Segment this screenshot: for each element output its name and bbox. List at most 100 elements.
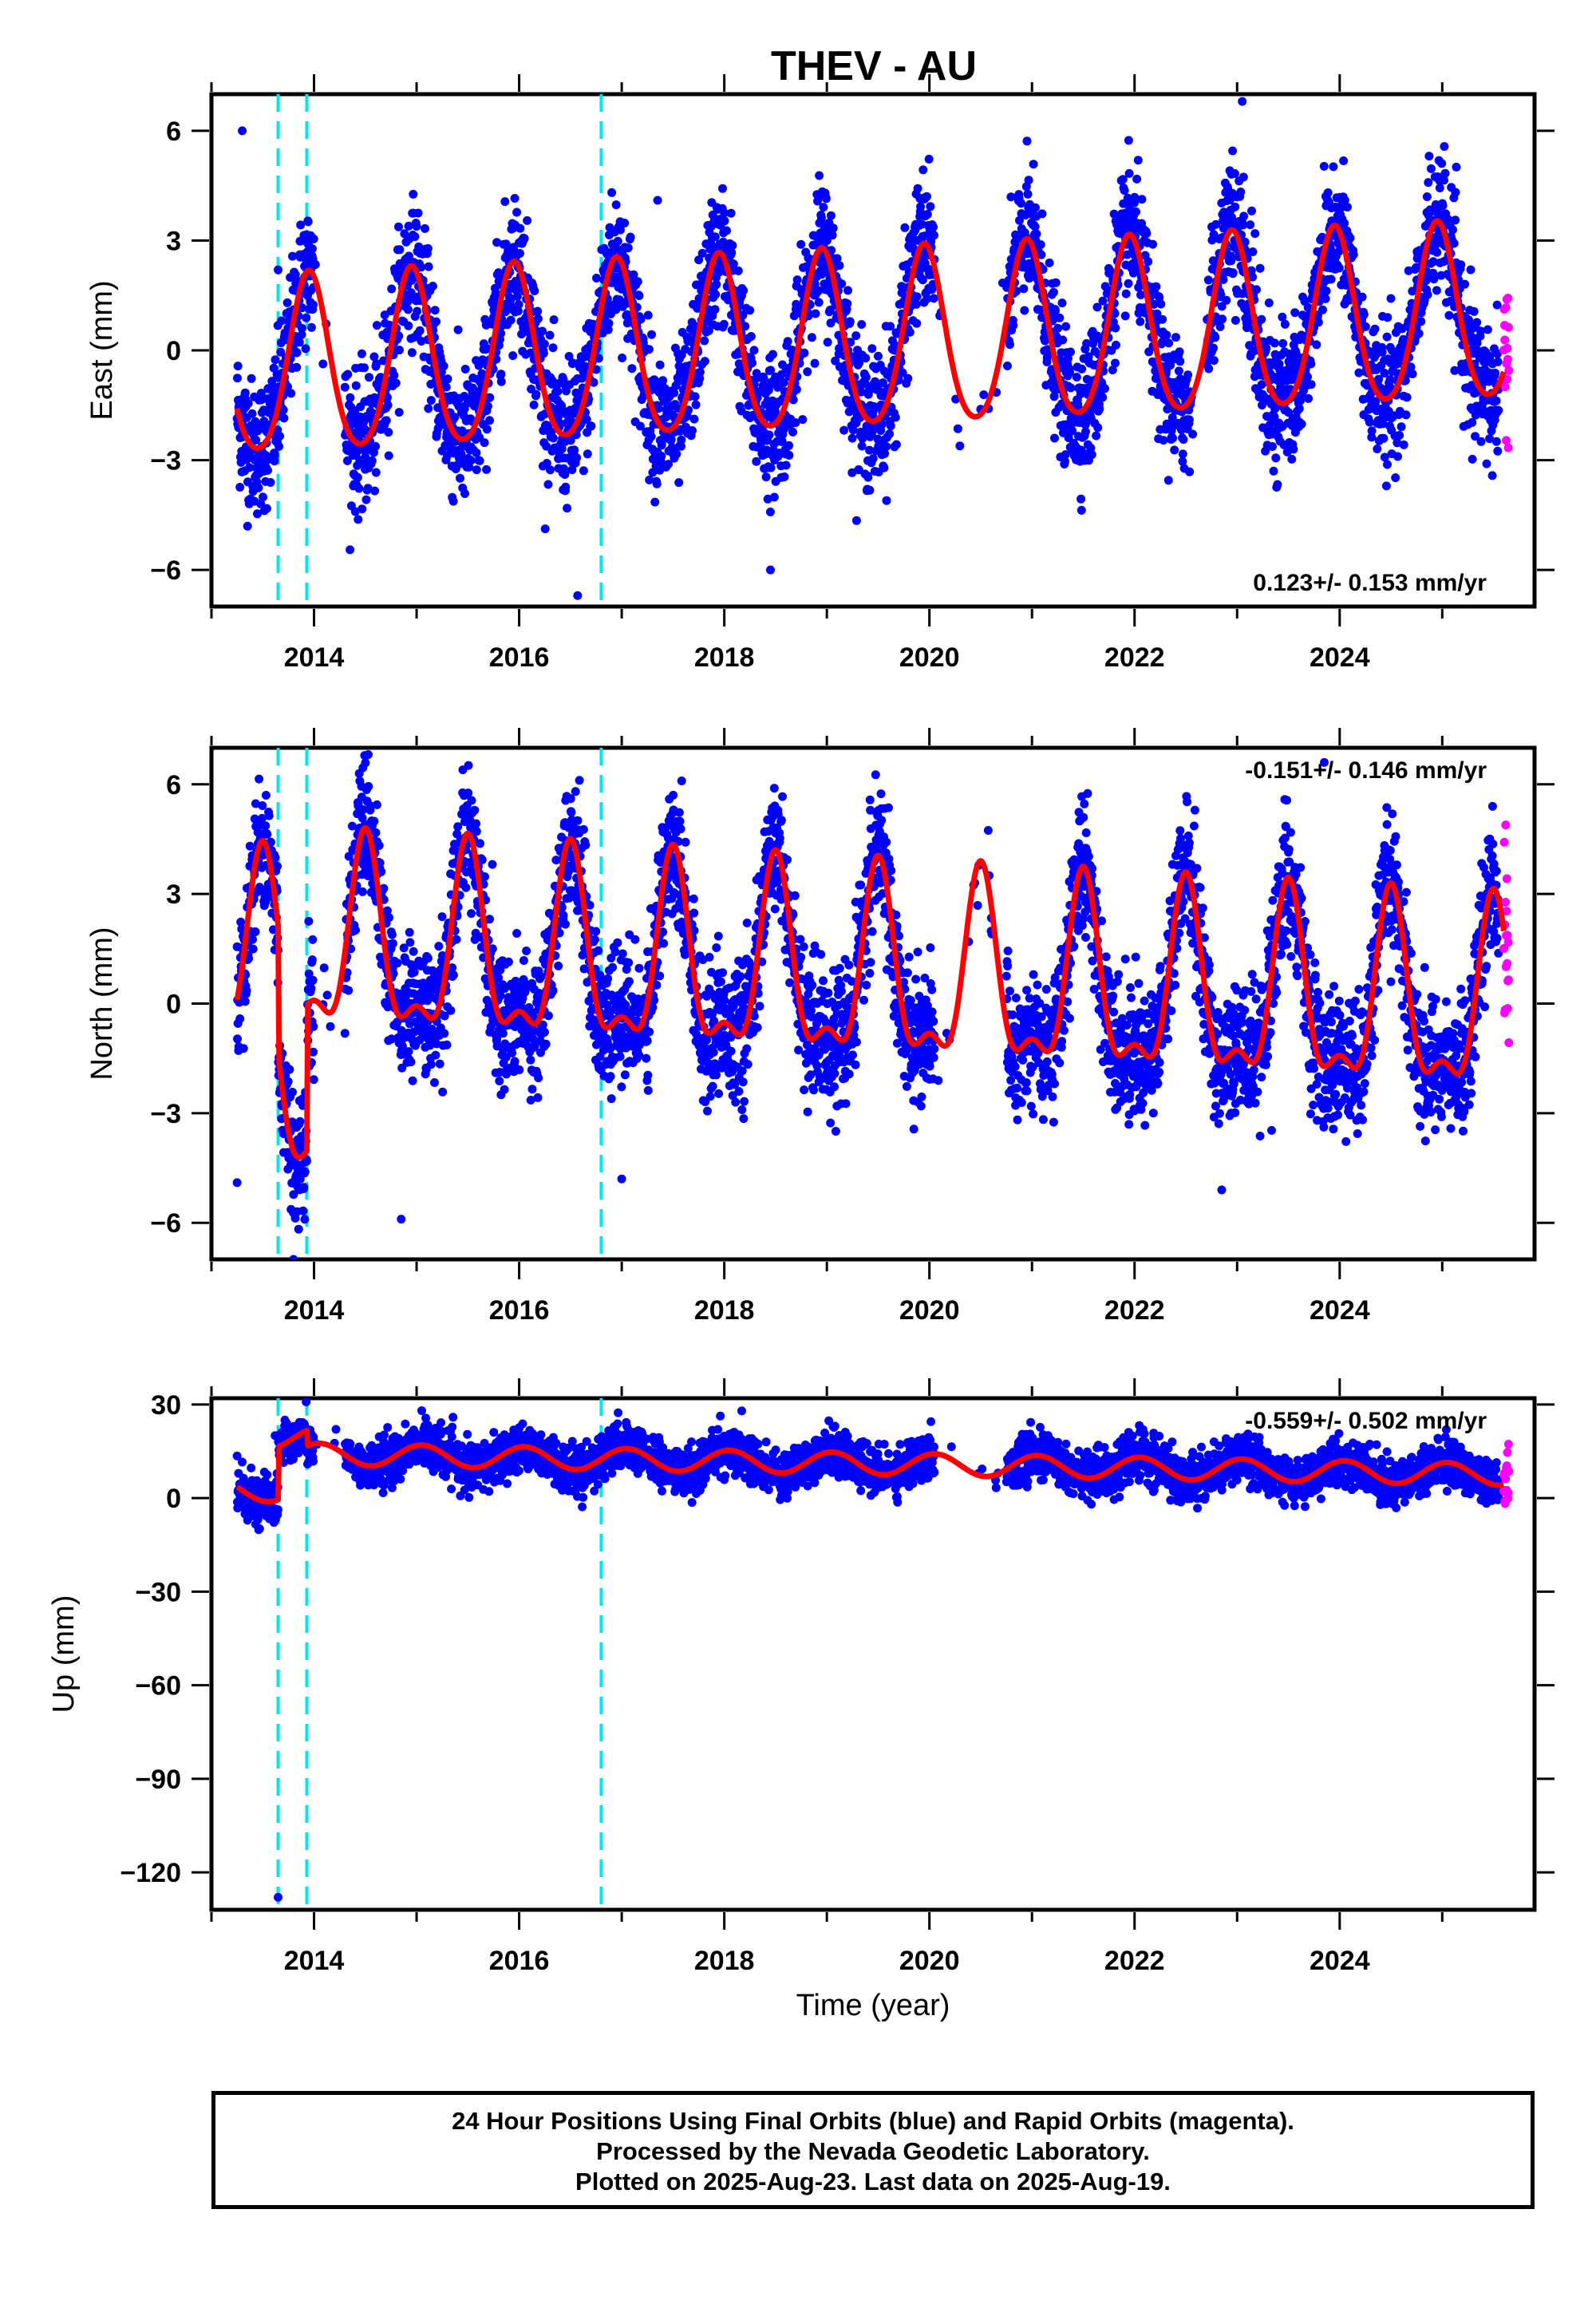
- rapid-point: [1503, 294, 1513, 302]
- data-point: [531, 389, 541, 399]
- data-point: [1051, 306, 1060, 315]
- data-point: [1323, 188, 1333, 197]
- data-point: [874, 351, 883, 361]
- y-axis-label: North (mm): [85, 927, 119, 1080]
- data-point: [635, 421, 645, 431]
- y-tick-label: −6: [150, 555, 181, 586]
- data-point: [762, 445, 772, 455]
- data-point: [769, 492, 779, 502]
- data-point: [749, 346, 759, 355]
- data-point: [1399, 440, 1408, 449]
- data-point: [309, 300, 318, 310]
- data-point: [446, 1006, 456, 1015]
- data-point: [464, 761, 473, 770]
- data-point: [761, 472, 771, 482]
- data-point: [1287, 454, 1297, 464]
- data-point: [424, 404, 433, 413]
- data-point: [1061, 456, 1069, 466]
- data-point: [877, 420, 887, 429]
- data-point: [247, 409, 257, 418]
- data-point: [900, 223, 910, 232]
- data-point: [261, 821, 271, 831]
- data-point: [253, 509, 262, 519]
- data-point: [394, 331, 404, 341]
- data-point: [421, 223, 429, 233]
- data-point: [485, 416, 494, 425]
- data-point: [267, 377, 277, 386]
- data-point: [1061, 450, 1070, 460]
- data-point: [1424, 178, 1433, 188]
- data-point: [296, 220, 306, 230]
- data-point: [426, 1060, 436, 1069]
- data-point: [666, 435, 676, 444]
- data-point: [729, 259, 738, 269]
- data-point: [1057, 356, 1066, 366]
- data-point: [879, 463, 889, 472]
- data-point: [1321, 294, 1330, 303]
- data-point: [739, 286, 749, 295]
- data-point: [483, 401, 492, 411]
- data-point: [298, 1206, 308, 1215]
- data-point: [564, 352, 574, 361]
- data-point: [1222, 295, 1231, 305]
- data-point: [1271, 453, 1281, 463]
- data-point: [413, 208, 423, 218]
- data-point: [485, 393, 495, 402]
- data-point: [318, 359, 328, 369]
- x-tick-label: 2024: [1310, 1295, 1370, 1326]
- data-point: [644, 345, 654, 354]
- data-point: [365, 720, 373, 729]
- rapid-point: [1502, 436, 1511, 445]
- data-point: [613, 236, 622, 246]
- data-point: [1395, 431, 1404, 440]
- data-point: [720, 208, 729, 218]
- data-point: [1438, 201, 1448, 211]
- data-point: [1015, 215, 1024, 225]
- data-point: [472, 448, 481, 457]
- data-point: [380, 310, 389, 320]
- data-point: [553, 386, 563, 396]
- data-point: [918, 165, 928, 175]
- data-point: [453, 325, 463, 334]
- data-point: [697, 248, 707, 258]
- data-point: [395, 346, 404, 355]
- data-point: [410, 232, 420, 241]
- data-point: [1098, 296, 1108, 306]
- data-point: [918, 275, 927, 285]
- data-point: [591, 365, 601, 374]
- data-point: [500, 197, 510, 207]
- data-point: [460, 365, 470, 373]
- data-point: [306, 322, 316, 332]
- data-point: [791, 418, 800, 428]
- data-point: [245, 463, 255, 472]
- data-point: [512, 291, 522, 301]
- data-point: [813, 196, 822, 206]
- data-point: [867, 427, 877, 437]
- data-point: [308, 935, 318, 944]
- data-point: [1483, 325, 1492, 334]
- rapid-point: [1503, 354, 1512, 364]
- data-point: [694, 255, 704, 265]
- data-point: [1124, 136, 1133, 145]
- data-point: [309, 1075, 318, 1085]
- data-point: [1247, 206, 1256, 215]
- data-point: [279, 405, 288, 415]
- data-point: [354, 484, 364, 493]
- data-point: [1306, 359, 1316, 369]
- data-point: [292, 348, 302, 358]
- data-point: [1334, 263, 1344, 273]
- data-point: [1218, 314, 1227, 324]
- data-point: [1111, 358, 1120, 368]
- data-point: [472, 819, 481, 828]
- rapid-point: [1503, 343, 1512, 353]
- data-point: [865, 485, 875, 495]
- data-point: [1290, 308, 1300, 318]
- data-point: [930, 231, 938, 240]
- data-point: [432, 317, 441, 326]
- data-point: [860, 379, 870, 389]
- data-point: [529, 400, 539, 409]
- data-point: [372, 321, 381, 330]
- data-point: [1031, 203, 1040, 212]
- data-point: [1105, 267, 1115, 276]
